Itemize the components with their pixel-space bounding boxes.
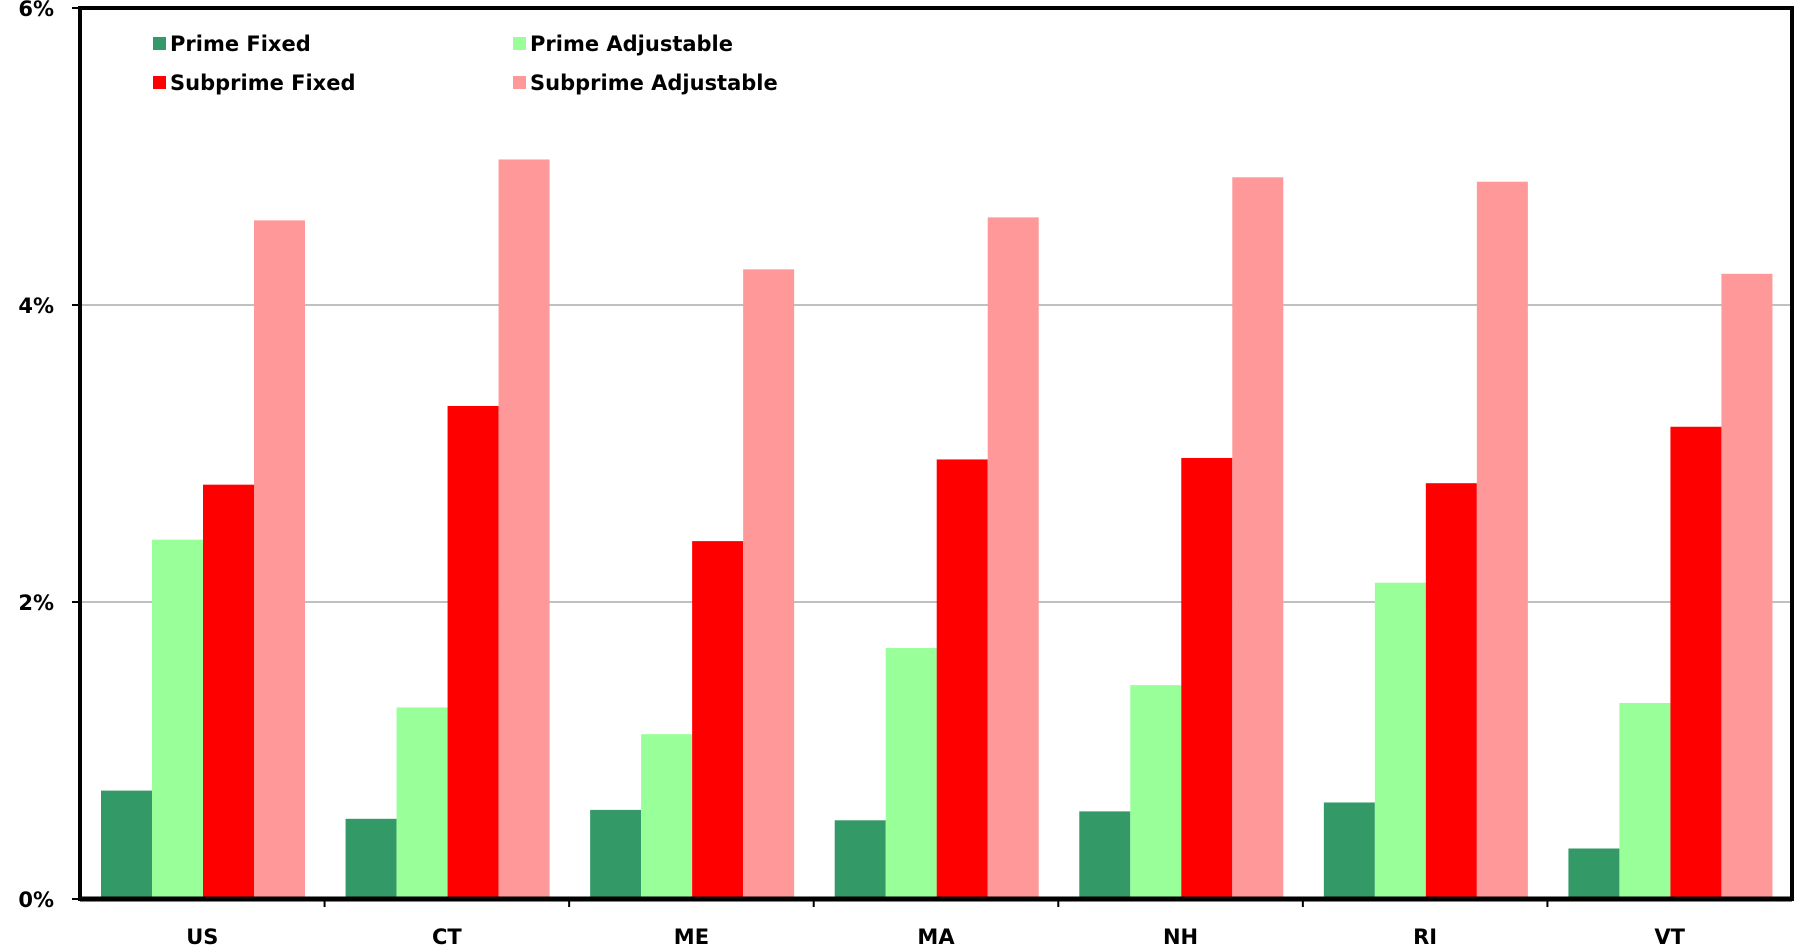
bar-subprime-fixed [447,405,499,899]
legend-label: Prime Fixed [170,32,311,56]
x-tick-label: ME [674,925,709,949]
y-tick-labels: 0% 2% 4% 6% [18,0,54,912]
x-tick-label: MA [917,925,955,949]
bar-prime-fixed [345,818,397,899]
legend-swatch [153,76,166,89]
legend-label: Subprime Adjustable [530,71,778,95]
bar-subprime-adjustable [1721,273,1773,899]
y-tick-label: 4% [18,294,54,318]
bar-subprime-adjustable [1476,181,1528,899]
bar-prime-adjustable [641,734,693,899]
bar-subprime-fixed [1181,457,1233,899]
bar-subprime-fixed [203,484,254,899]
legend-swatch [153,37,166,50]
bar-prime-adjustable [396,707,448,899]
bar-prime-adjustable [1130,685,1182,899]
x-tick-labels: US CT ME MA NH RI VT [186,925,1685,949]
y-tick-label: 6% [18,0,54,21]
axes [72,6,1794,907]
bar-subprime-fixed [1425,483,1477,899]
y-tick-label: 0% [18,888,54,912]
bar-subprime-adjustable [743,269,795,899]
bar-prime-adjustable [152,539,203,899]
bar-prime-adjustable [1619,702,1671,899]
bar-subprime-adjustable [987,217,1039,899]
legend-swatch [513,76,526,89]
bar-prime-adjustable [885,648,937,899]
legend: Prime Fixed Prime Adjustable Subprime Fixe… [153,32,778,95]
x-tick-label: RI [1413,925,1437,949]
bar-prime-fixed [101,790,152,899]
bar-prime-fixed [590,809,642,899]
bars [101,159,1773,900]
bar-prime-fixed [1323,802,1375,899]
bar-prime-fixed [834,820,886,899]
bar-prime-adjustable [1374,582,1426,899]
bar-subprime-fixed [936,459,988,899]
x-tick-label: US [186,925,218,949]
bar-subprime-adjustable [254,220,305,900]
bar-subprime-adjustable [498,159,550,900]
legend-label: Subprime Fixed [170,71,356,95]
bar-prime-fixed [1079,811,1131,899]
legend-swatch [513,37,526,50]
bar-subprime-fixed [692,541,744,899]
x-tick-label: NH [1163,925,1198,949]
x-tick-label: VT [1654,925,1685,949]
legend-label: Prime Adjustable [530,32,733,56]
bar-subprime-fixed [1670,426,1722,899]
x-tick-label: CT [432,925,462,949]
bar-subprime-adjustable [1232,177,1284,900]
y-tick-label: 2% [18,591,54,615]
bar-prime-fixed [1568,848,1620,899]
